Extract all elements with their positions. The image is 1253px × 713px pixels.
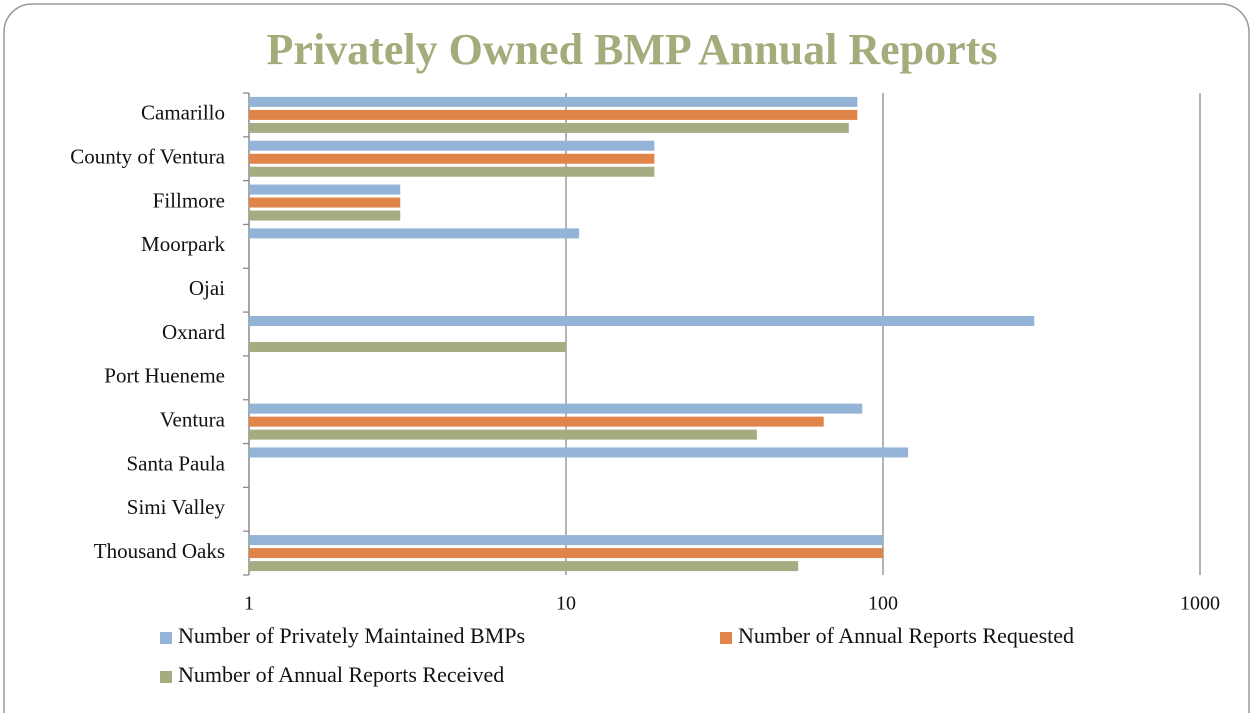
y-tick-label: Ojai (189, 276, 225, 300)
bar (249, 429, 757, 440)
bar (249, 96, 858, 107)
x-tick-label: 100 (868, 593, 898, 615)
legend-swatch (160, 632, 172, 644)
bar (249, 447, 909, 458)
bar (249, 416, 824, 427)
legend-label: Number of Annual Reports Requested (738, 623, 1074, 648)
y-tick-label: Simi Valley (127, 495, 226, 519)
bar (249, 228, 580, 239)
bar (249, 316, 1035, 326)
x-tick-label: 1000 (1180, 593, 1220, 615)
legend-label: Number of Privately Maintained BMPs (178, 623, 525, 648)
bar (249, 548, 883, 559)
bar (249, 197, 401, 208)
y-tick-label: County of Ventura (70, 145, 225, 169)
y-tick-label: Santa Paula (126, 451, 225, 475)
bar (249, 166, 655, 177)
legend-swatch (160, 671, 172, 683)
bar (249, 342, 566, 352)
bar (249, 122, 849, 133)
y-tick-label: Fillmore (153, 188, 225, 212)
bar (249, 561, 799, 572)
y-tick-label: Camarillo (141, 101, 225, 125)
y-tick-label: Moorpark (141, 232, 225, 256)
y-tick-label: Oxnard (162, 320, 225, 344)
legend-label: Number of Annual Reports Received (178, 662, 504, 687)
y-tick-label: Ventura (160, 407, 226, 431)
y-tick-label: Port Hueneme (104, 364, 225, 388)
bar (249, 535, 883, 546)
legend-swatch (720, 632, 732, 644)
chart-title: Privately Owned BMP Annual Reports (267, 25, 998, 74)
bar (249, 403, 863, 414)
bar (249, 109, 858, 120)
x-tick-label: 10 (556, 593, 576, 615)
bar (249, 153, 655, 164)
bar (249, 210, 401, 221)
y-tick-label: Thousand Oaks (94, 539, 225, 563)
bar (249, 184, 401, 195)
bar (249, 140, 655, 151)
x-tick-label: 1 (244, 593, 254, 615)
